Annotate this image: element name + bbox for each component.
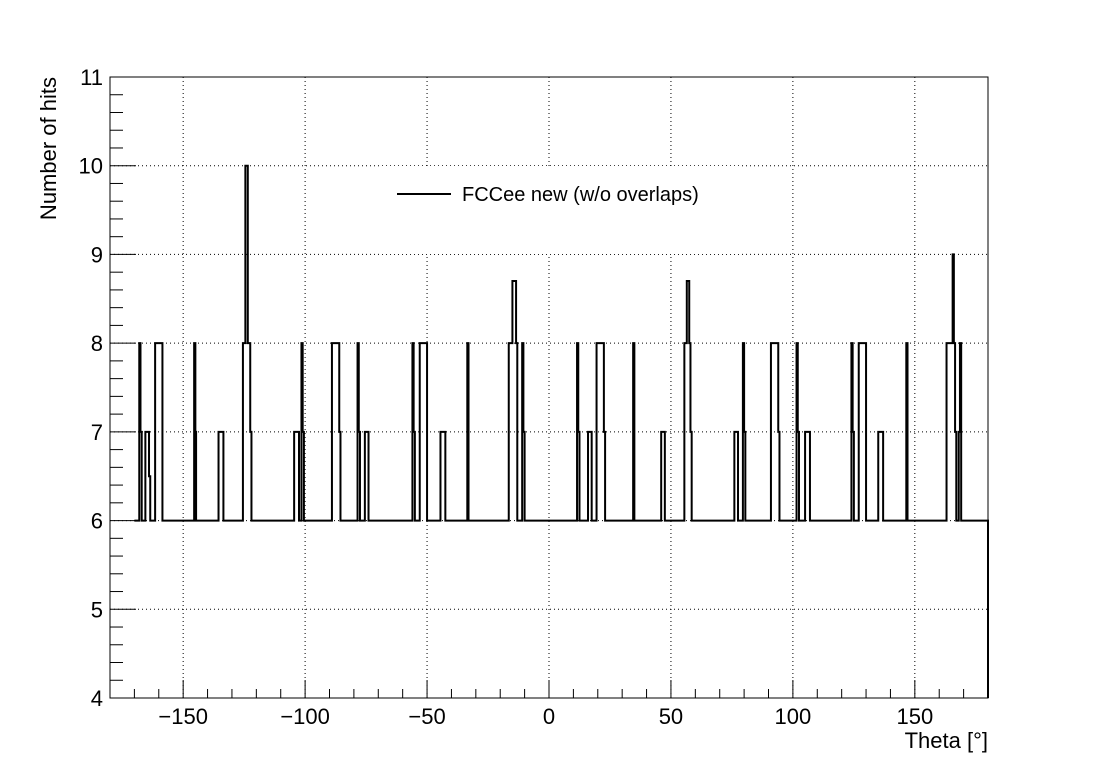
legend-box [382, 166, 742, 254]
series-layer [134, 164, 989, 698]
x-tick-label: −150 [158, 704, 208, 729]
legend: FCCee new (w/o overlaps) [382, 166, 742, 254]
y-tick-label: 11 [80, 65, 103, 90]
x-axis-label: Theta [°] [905, 728, 988, 753]
x-tick-label: −100 [280, 704, 330, 729]
y-tick-label: 5 [91, 597, 103, 622]
y-tick-label: 9 [91, 242, 103, 267]
series-line-fccee-new [134, 164, 989, 698]
y-axis-label: Number of hits [36, 77, 61, 220]
x-tick-label: 150 [896, 704, 933, 729]
x-tick-label: 100 [775, 704, 812, 729]
y-tick-label: 7 [91, 420, 103, 445]
x-tick-label: −50 [408, 704, 445, 729]
y-tick-label: 10 [79, 154, 103, 179]
x-tick-label: 50 [659, 704, 683, 729]
legend-entry-label: FCCee new (w/o overlaps) [462, 184, 699, 206]
x-tick-label: 0 [543, 704, 555, 729]
y-tick-label: 8 [91, 331, 103, 356]
y-tick-label: 6 [91, 509, 103, 534]
tick-labels: −150 −100 −50 0 50 100 150 4 5 6 7 8 9 10 11 [79, 65, 934, 729]
y-tick-label: 4 [91, 686, 103, 711]
axes [109, 76, 989, 699]
